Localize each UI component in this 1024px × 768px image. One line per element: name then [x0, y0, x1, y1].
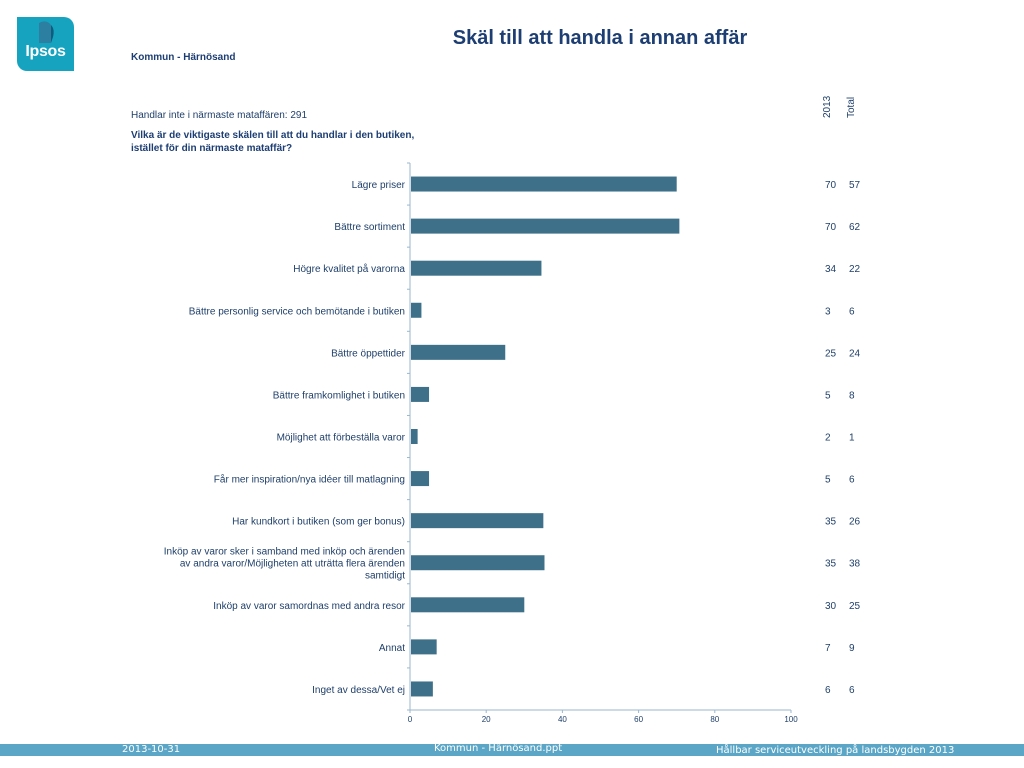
bar — [411, 555, 545, 571]
value-total-label: 9 — [849, 643, 855, 654]
category-label: Har kundkort i butiken (som ger bonus) — [232, 517, 405, 528]
category-label-line: Inget av dessa/Vet ej — [312, 685, 405, 696]
value-2013-label: 2 — [825, 433, 831, 444]
kommun-label: Kommun - Härnösand — [131, 52, 236, 63]
value-2013-label: 70 — [825, 180, 837, 191]
footer-date: 2013-10-31 — [122, 744, 181, 755]
base-label: Handlar inte i närmaste mataffären: 291 — [131, 110, 308, 121]
footer-filename: Kommun - Härnösand.ppt — [434, 743, 563, 754]
x-tick-label: 0 — [408, 715, 413, 724]
category-label-line: Inköp av varor samordnas med andra resor — [213, 601, 405, 612]
value-total-label: 62 — [849, 222, 861, 233]
value-total-label: 38 — [849, 559, 861, 570]
bar — [411, 429, 418, 444]
bar — [411, 176, 677, 192]
category-label: Bättre öppettider — [331, 348, 406, 359]
value-total-label: 8 — [849, 390, 855, 401]
bar — [411, 681, 433, 697]
category-label-line: Har kundkort i butiken (som ger bonus) — [232, 517, 405, 528]
bar — [411, 302, 422, 318]
category-label: Möjlighet att förbeställa varor — [277, 433, 406, 444]
ipsos-logo: Ipsos — [17, 17, 74, 71]
value-2013-label: 35 — [825, 559, 837, 570]
x-tick-label: 40 — [558, 715, 567, 724]
value-total-label: 6 — [849, 685, 855, 696]
bar — [411, 260, 542, 276]
value-2013-label: 7 — [825, 643, 831, 654]
category-label: Högre kvalitet på varorna — [293, 263, 405, 275]
bar — [411, 639, 437, 655]
page-title: Skäl till att handla i annan affär — [452, 27, 748, 49]
category-label-line: Annat — [379, 643, 405, 654]
value-2013-label: 30 — [825, 601, 837, 612]
category-label-line: Får mer inspiration/nya idéer till matla… — [214, 474, 405, 486]
value-total-label: 57 — [849, 180, 861, 191]
category-label: Lägre priser — [352, 180, 406, 191]
value-total-label: 6 — [849, 306, 855, 317]
category-label: Annat — [379, 643, 405, 654]
bar — [411, 597, 525, 613]
value-total-label: 22 — [849, 264, 861, 275]
category-label: Bättre personlig service och bemötande i… — [189, 306, 405, 317]
x-tick-label: 100 — [784, 715, 798, 724]
bar — [411, 344, 506, 360]
category-label-line: Högre kvalitet på varorna — [293, 263, 405, 275]
x-tick-label: 80 — [710, 715, 719, 724]
value-2013-label: 6 — [825, 685, 831, 696]
value-total-label: 25 — [849, 601, 861, 612]
value-2013-label: 3 — [825, 306, 831, 317]
bar — [411, 471, 430, 487]
category-label-line: samtidigt — [365, 571, 405, 582]
footer-bar — [0, 744, 1024, 756]
value-2013-label: 5 — [825, 475, 831, 486]
x-tick-label: 60 — [634, 715, 643, 724]
footer-project: Hållbar serviceutveckling på landsbygden… — [716, 745, 955, 756]
category-label-line: av andra varor/Möjligheten att uträtta f… — [180, 559, 405, 570]
value-2013-label: 35 — [825, 517, 837, 528]
category-label: Inget av dessa/Vet ej — [312, 685, 405, 696]
value-2013-label: 70 — [825, 222, 837, 233]
value-total-label: 6 — [849, 475, 855, 486]
category-label-line: Bättre sortiment — [334, 222, 405, 233]
category-label: Inköp av varor samordnas med andra resor — [213, 601, 405, 612]
question-text: Vilka är de viktigaste skälen till att d… — [131, 130, 415, 154]
category-label-line: Bättre personlig service och bemötande i… — [189, 306, 405, 317]
value-total-label: 1 — [849, 433, 855, 444]
value-2013-label: 34 — [825, 264, 837, 275]
value-total-label: 24 — [849, 348, 861, 359]
category-label: Inköp av varor sker i samband med inköp … — [164, 547, 405, 582]
bar — [411, 386, 430, 402]
category-label-line: Bättre öppettider — [331, 348, 406, 359]
x-tick-label: 20 — [482, 715, 491, 724]
value-2013-label: 25 — [825, 348, 837, 359]
category-label: Får mer inspiration/nya idéer till matla… — [214, 474, 405, 486]
value-total-label: 26 — [849, 517, 861, 528]
category-label: Bättre sortiment — [334, 222, 405, 233]
ipsos-logo-icon — [39, 21, 54, 43]
bar — [411, 513, 544, 529]
value-2013-label: 5 — [825, 390, 831, 401]
category-label-line: Bättre framkomlighet i butiken — [273, 390, 405, 401]
category-label-line: Möjlighet att förbeställa varor — [277, 433, 406, 444]
logo-text: Ipsos — [25, 43, 66, 60]
bar — [411, 218, 680, 234]
category-label-line: Inköp av varor sker i samband med inköp … — [164, 547, 405, 558]
category-label-line: Lägre priser — [352, 180, 406, 191]
category-label: Bättre framkomlighet i butiken — [273, 390, 405, 401]
